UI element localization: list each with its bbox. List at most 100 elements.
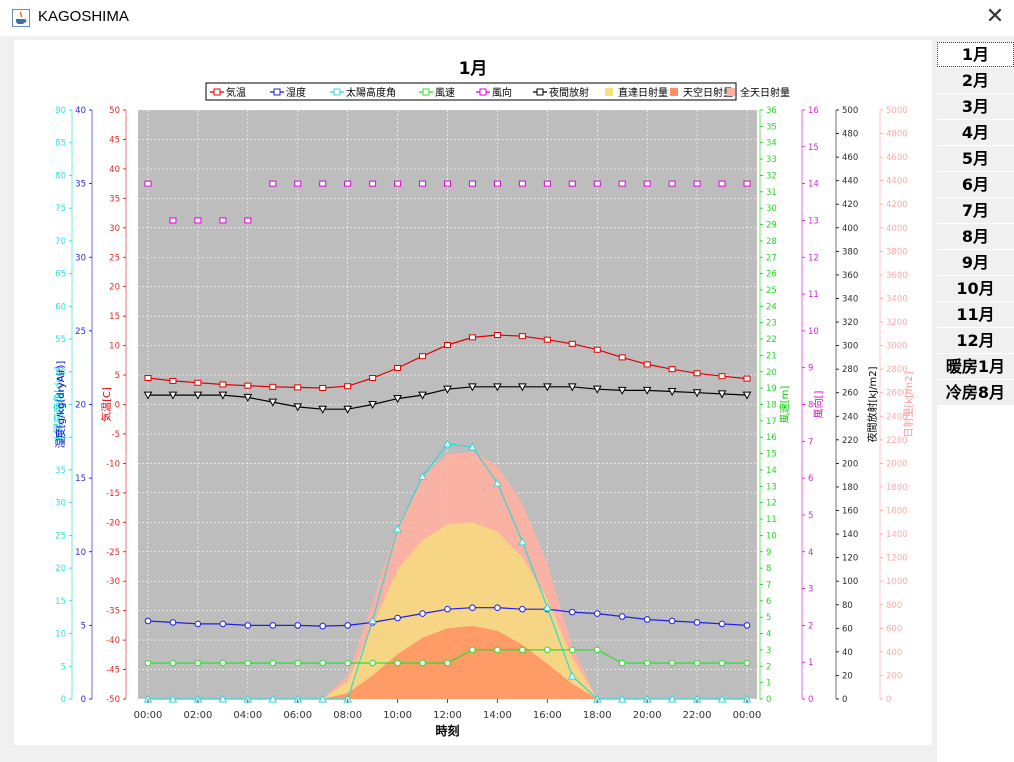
y-tick-humidity-2: 10: [75, 548, 86, 558]
y-tick-solar-radiation-15: 3000: [886, 342, 908, 352]
point-s6-15: [518, 383, 527, 392]
legend-icon-6-marker: [536, 88, 544, 96]
y-tick-night-radiation-9: 180: [842, 483, 858, 493]
month-item-4[interactable]: 4月: [937, 120, 1014, 146]
y-tick-wind-speed-14: 14: [766, 466, 777, 476]
month-item-14[interactable]: 冷房8月: [937, 380, 1014, 406]
y-tick-solar-radiation-18: 3600: [886, 271, 908, 281]
month-item-10[interactable]: 10月: [937, 276, 1014, 302]
y-tick-night-radiation-11: 220: [842, 436, 858, 446]
close-button[interactable]: ✕: [980, 2, 1010, 32]
point-s5-17: [568, 180, 576, 187]
month-item-7[interactable]: 7月: [937, 198, 1014, 224]
point-s1-14: [493, 331, 501, 338]
y-tick-solar-radiation-4: 800: [886, 601, 902, 611]
y-tick-wind-direction-14: 14: [808, 180, 819, 190]
month-item-12[interactable]: 12月: [937, 328, 1014, 354]
month-item-6[interactable]: 6月: [937, 172, 1014, 198]
point-s4-2: [194, 659, 202, 667]
y-tick-wind-direction-12: 12: [808, 253, 819, 263]
legend-label-5: 風向: [492, 86, 512, 99]
y-tick-night-radiation-0: 0: [842, 695, 847, 705]
y-tick-solar-altitude-10: 50: [55, 368, 66, 378]
point-s6-11: [418, 391, 427, 400]
point-s5-11: [419, 180, 427, 187]
chart-title: 1月: [459, 59, 488, 79]
point-s6-5: [268, 398, 278, 407]
point-s1-2: [194, 379, 202, 386]
point-s2-10: [394, 614, 401, 622]
y-tick-temperature-11: 5: [115, 371, 120, 381]
month-item-5[interactable]: 5月: [937, 146, 1014, 172]
y-tick-wind-direction-11: 11: [808, 290, 819, 300]
point-s6-9: [368, 401, 377, 410]
point-s6-18: [592, 385, 602, 394]
y-tick-wind-speed-7: 7: [766, 580, 771, 590]
y-tick-solar-altitude-3: 15: [55, 597, 66, 607]
window-title: KAGOSHIMA: [38, 8, 129, 25]
y-axis-label-solar-radiation: 日射量[kJ/m2]: [903, 371, 915, 437]
y-tick-wind-speed-10: 10: [766, 531, 777, 541]
y-tick-wind-direction-3: 3: [808, 585, 813, 595]
title-bar: KAGOSHIMA ✕: [0, 0, 1014, 36]
month-list[interactable]: 1月 2月 3月 4月 5月 6月 7月 8月 9月 10月 11月 12月 暖房1月 冷房8月: [937, 42, 1014, 762]
y-tick-wind-speed-6: 6: [766, 597, 771, 607]
x-tick-label-11: 22:00: [683, 710, 712, 721]
x-axis-label: 時刻: [435, 723, 459, 738]
y-tick-temperature-14: 20: [109, 283, 120, 293]
y-tick-temperature-8: -10: [106, 459, 120, 469]
series-4: [144, 646, 751, 667]
y-tick-wind-speed-23: 23: [766, 319, 777, 329]
y-tick-night-radiation-17: 340: [842, 294, 858, 304]
point-s6-10: [393, 395, 402, 404]
month-item-2[interactable]: 2月: [937, 68, 1014, 94]
point-s5-2: [194, 217, 202, 224]
point-s4-3: [219, 659, 227, 667]
point-s5-4: [244, 217, 252, 224]
series-5: [144, 180, 751, 224]
y-tick-wind-speed-22: 22: [766, 335, 777, 345]
y-tick-humidity-4: 20: [75, 401, 86, 411]
point-s2-15: [519, 605, 526, 613]
point-s1-9: [369, 374, 377, 381]
month-item-9[interactable]: 9月: [937, 250, 1014, 276]
y-tick-wind-speed-2: 2: [766, 662, 771, 672]
y-tick-wind-speed-34: 34: [766, 139, 777, 149]
y-tick-humidity-8: 40: [75, 106, 86, 116]
y-tick-solar-radiation-22: 4400: [886, 177, 908, 187]
y-tick-solar-altitude-15: 75: [55, 204, 66, 214]
y-tick-wind-speed-9: 9: [766, 548, 771, 558]
month-item-13[interactable]: 暖房1月: [937, 354, 1014, 380]
x-tick-label-6: 12:00: [433, 710, 462, 721]
month-item-3[interactable]: 3月: [937, 94, 1014, 120]
y-tick-solar-radiation-1: 200: [886, 671, 902, 681]
y-tick-wind-speed-19: 19: [766, 384, 777, 394]
legend-icon-7: [605, 88, 613, 96]
y-tick-solar-radiation-20: 4000: [886, 224, 908, 234]
point-s6-3: [218, 391, 228, 400]
y-tick-night-radiation-22: 440: [842, 177, 858, 187]
y-tick-solar-radiation-10: 2000: [886, 459, 908, 469]
y-tick-wind-direction-0: 0: [808, 695, 813, 705]
y-tick-wind-speed-30: 30: [766, 204, 777, 214]
point-s4-6: [294, 659, 302, 667]
point-s4-5: [269, 659, 277, 667]
y-tick-wind-speed-11: 11: [766, 515, 777, 525]
y-tick-wind-speed-26: 26: [766, 270, 777, 280]
month-item-8[interactable]: 8月: [937, 224, 1014, 250]
point-s2-19: [618, 613, 626, 620]
point-s2-1: [169, 619, 177, 626]
y-tick-night-radiation-23: 460: [842, 153, 858, 163]
point-s5-13: [468, 180, 476, 187]
point-s6-17: [567, 383, 577, 392]
month-item-1[interactable]: 1月: [937, 42, 1014, 67]
y-tick-wind-direction-4: 4: [808, 548, 813, 558]
month-item-11[interactable]: 11月: [937, 302, 1014, 328]
y-tick-night-radiation-20: 400: [842, 224, 858, 234]
x-tick-label-7: 14:00: [483, 710, 512, 721]
x-tick-label-8: 16:00: [533, 710, 562, 721]
point-s1-17: [568, 340, 576, 347]
y-tick-solar-altitude-6: 30: [55, 499, 66, 509]
point-s4-21: [668, 659, 676, 667]
point-s2-6: [294, 622, 302, 629]
